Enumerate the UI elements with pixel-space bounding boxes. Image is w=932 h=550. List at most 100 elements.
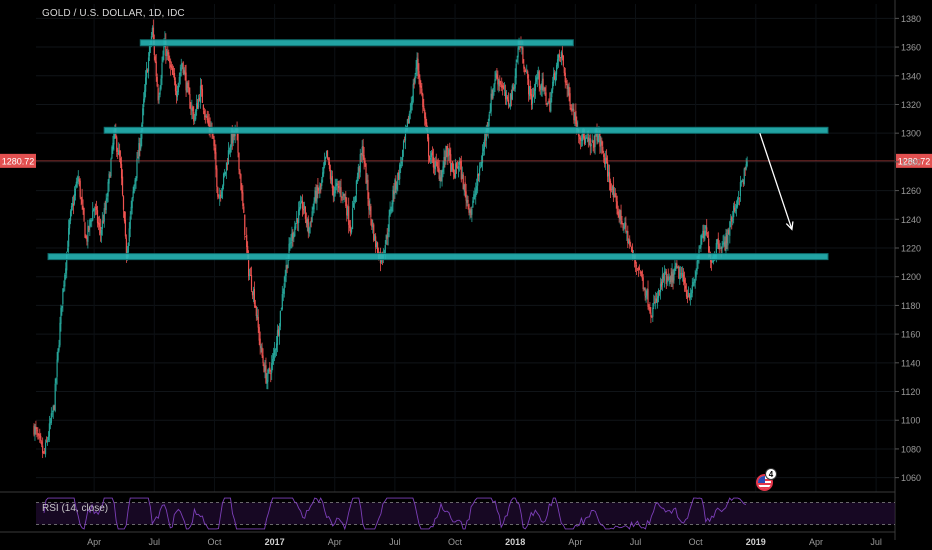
candle-body — [561, 53, 563, 58]
candle-body — [43, 451, 45, 453]
candle-body — [732, 219, 734, 220]
candle-body — [543, 87, 545, 89]
candle-body — [673, 269, 675, 281]
candle-body — [541, 80, 543, 89]
candle-body — [662, 276, 665, 279]
candle-body — [105, 199, 107, 211]
candle-body — [467, 199, 469, 203]
candle-body — [743, 168, 745, 185]
candle-body — [275, 343, 278, 350]
candle-body — [285, 265, 287, 276]
candle-body — [690, 292, 692, 298]
candle-body — [611, 186, 614, 191]
candle-body — [45, 440, 48, 442]
candle-body — [415, 67, 417, 75]
candle-body — [559, 57, 562, 59]
candle-body — [365, 163, 367, 184]
y-tick-label: 1260 — [901, 186, 921, 196]
candle-body — [616, 201, 618, 215]
candle-body — [527, 71, 529, 79]
candle-body — [64, 274, 66, 287]
candle-body — [350, 229, 353, 233]
candle-body — [360, 153, 362, 155]
candle-body — [265, 365, 267, 383]
candle-body — [33, 425, 35, 435]
candle-body — [532, 94, 535, 97]
candle-body — [479, 167, 482, 169]
candle-body — [313, 201, 315, 210]
candle-body — [151, 27, 153, 36]
candle-body — [201, 88, 204, 103]
candle-body — [100, 229, 102, 236]
candle-body — [309, 222, 311, 227]
candle-body — [227, 150, 230, 165]
candle-body — [39, 434, 41, 438]
candle-body — [695, 271, 697, 278]
y-tick-label: 1320 — [901, 100, 921, 110]
candle-body — [651, 316, 653, 318]
candle-body — [106, 197, 108, 201]
candle-body — [737, 197, 740, 200]
candle-body — [715, 242, 717, 254]
candle-body — [495, 73, 497, 78]
candle-body — [154, 56, 156, 63]
candle-body — [461, 173, 463, 179]
candle-body — [724, 241, 726, 250]
candle-body — [277, 329, 280, 336]
candle-body — [239, 170, 241, 175]
forecast-arrow-line — [759, 132, 793, 230]
candle-body — [291, 232, 293, 241]
candle-body — [466, 199, 468, 203]
candle-body — [121, 176, 124, 195]
candle-body — [108, 173, 110, 184]
candle-body — [181, 63, 183, 67]
candle-body — [147, 57, 150, 72]
candle-body — [53, 406, 55, 410]
candle-body — [544, 87, 546, 91]
candle-body — [328, 162, 331, 170]
rsi-label: RSI (14, close) — [42, 503, 109, 514]
candle-body — [179, 72, 181, 77]
candle-body — [129, 216, 131, 229]
candle-body — [641, 271, 643, 279]
candle-body — [58, 345, 60, 351]
candle-body — [626, 230, 628, 234]
candle-body — [669, 276, 671, 280]
candle-body — [508, 104, 511, 106]
candle-body — [391, 202, 393, 212]
candle-body — [389, 208, 391, 216]
candle-body — [137, 156, 139, 159]
candle-body — [464, 182, 466, 192]
candle-body — [195, 110, 197, 120]
resistance-zone-top — [139, 39, 574, 47]
candle-body — [599, 130, 601, 147]
candle-body — [156, 76, 158, 87]
candle-body — [345, 197, 347, 207]
candle-body — [354, 195, 357, 202]
candle-body — [157, 88, 159, 101]
candle-body — [208, 120, 210, 128]
candle-body — [292, 232, 294, 239]
candle-body — [628, 241, 630, 244]
candle-body — [118, 150, 120, 155]
candle-body — [499, 80, 501, 85]
candle-body — [344, 196, 346, 199]
candle-body — [123, 211, 126, 222]
candle-body — [497, 77, 499, 85]
candle-body — [691, 285, 693, 294]
candle-body — [159, 87, 161, 95]
candle-body — [307, 219, 309, 233]
candle-body — [650, 312, 652, 317]
support-zone — [47, 253, 829, 261]
candle-body — [552, 81, 554, 90]
candle-body — [509, 93, 511, 107]
candle-body — [685, 290, 688, 297]
candle-body — [593, 143, 595, 148]
candle-body — [573, 109, 575, 121]
candle-body — [410, 103, 412, 111]
candle-body — [35, 426, 37, 430]
x-tick-label: 2018 — [505, 537, 525, 547]
candle-body — [198, 97, 201, 101]
candle-body — [421, 88, 423, 95]
